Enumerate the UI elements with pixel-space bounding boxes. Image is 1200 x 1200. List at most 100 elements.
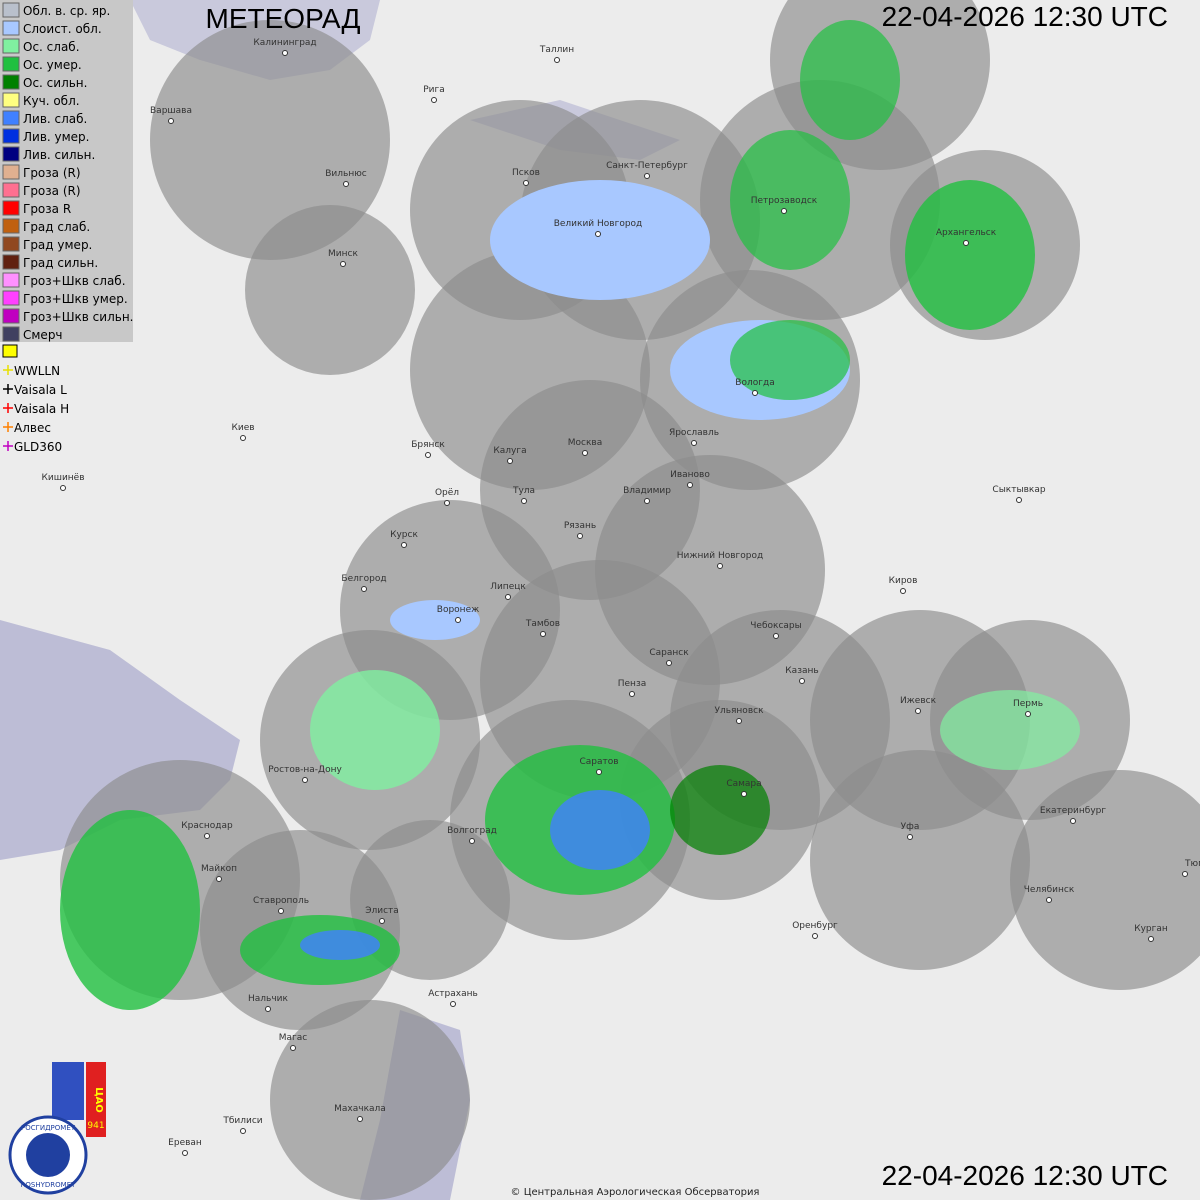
legend-swatch bbox=[2, 2, 20, 18]
legend-icon bbox=[2, 344, 18, 358]
rain-area bbox=[905, 180, 1035, 330]
precipitation bbox=[60, 20, 1080, 1010]
city-marker bbox=[505, 594, 511, 600]
lightning-label: Алвес bbox=[14, 421, 51, 435]
city-marker bbox=[1046, 897, 1052, 903]
lightning-label: GLD360 bbox=[14, 440, 62, 454]
city-label: Элиста bbox=[365, 906, 399, 916]
city-marker bbox=[582, 450, 588, 456]
rain-area bbox=[730, 320, 850, 400]
city-marker bbox=[741, 791, 747, 797]
city-label: Курск bbox=[390, 530, 418, 540]
city-marker bbox=[182, 1150, 188, 1156]
city-marker bbox=[1016, 497, 1022, 503]
legend-label: Град сильн. bbox=[23, 256, 98, 270]
city-marker bbox=[265, 1006, 271, 1012]
legend-swatch bbox=[2, 146, 20, 162]
legend-label: Гроза (R) bbox=[23, 166, 81, 180]
city-marker bbox=[577, 533, 583, 539]
city-marker bbox=[717, 563, 723, 569]
radar-circle bbox=[1010, 770, 1200, 990]
legend-swatch bbox=[2, 92, 20, 108]
timestamp: 22-04-2026 12:30 UTC bbox=[882, 1, 1168, 32]
legend-swatch bbox=[2, 236, 20, 252]
city-label: Казань bbox=[785, 666, 818, 676]
city-label: Рязань bbox=[564, 521, 596, 531]
legend-box bbox=[0, 0, 133, 342]
city-marker bbox=[1025, 711, 1031, 717]
shower-area bbox=[300, 930, 380, 960]
legend-label: Куч. обл. bbox=[23, 94, 80, 108]
city-marker bbox=[812, 933, 818, 939]
city-marker bbox=[900, 588, 906, 594]
city-marker bbox=[282, 50, 288, 56]
stratus-area bbox=[490, 180, 710, 300]
city-marker bbox=[687, 482, 693, 488]
city-label: Тбилиси bbox=[222, 1116, 262, 1126]
city-marker bbox=[204, 833, 210, 839]
city-marker bbox=[216, 876, 222, 882]
rain-area bbox=[940, 690, 1080, 770]
legend-swatch bbox=[2, 200, 20, 216]
city-label: Тула bbox=[512, 486, 535, 496]
city-label: Вологда bbox=[735, 378, 774, 388]
city-label: Ставрополь bbox=[253, 896, 309, 906]
legend-swatch bbox=[2, 182, 20, 198]
city-label: Майкоп bbox=[201, 864, 237, 874]
city-label: Архангельск bbox=[936, 228, 997, 238]
legend-label: Лив. сильн. bbox=[23, 148, 95, 162]
city-label: Ереван bbox=[168, 1138, 202, 1148]
lightning-symbol bbox=[3, 422, 13, 432]
logo-flag bbox=[86, 1062, 106, 1137]
city-marker bbox=[444, 500, 450, 506]
legend-swatch bbox=[2, 74, 20, 90]
legend-swatch bbox=[2, 290, 20, 306]
city-marker bbox=[644, 173, 650, 179]
city-label: Магас bbox=[279, 1033, 308, 1043]
timestamp: 22-04-2026 12:30 UTC bbox=[882, 1160, 1168, 1191]
legend-swatch bbox=[2, 164, 20, 180]
city-marker bbox=[60, 485, 66, 491]
legend-label: Град умер. bbox=[23, 238, 92, 252]
city-marker bbox=[644, 498, 650, 504]
city-label: Нижний Новгород bbox=[677, 551, 763, 561]
lightning-label: Vaisala L bbox=[14, 383, 67, 397]
city-marker bbox=[1148, 936, 1154, 942]
city-label: Петрозаводск bbox=[751, 196, 818, 206]
legend-label: Ос. умер. bbox=[23, 58, 82, 72]
city-marker bbox=[1182, 871, 1188, 877]
shower-area bbox=[550, 790, 650, 870]
city-marker bbox=[752, 390, 758, 396]
city-label: Калуга bbox=[493, 446, 526, 456]
city-label: Сыктывкар bbox=[992, 485, 1045, 495]
city-marker bbox=[915, 708, 921, 714]
legend-label: Град слаб. bbox=[23, 220, 90, 234]
legend-label: Гроза (R) bbox=[23, 184, 81, 198]
city-label: Москва bbox=[568, 438, 602, 448]
city-marker bbox=[507, 458, 513, 464]
lightning-symbol bbox=[3, 365, 13, 375]
rain-area bbox=[670, 765, 770, 855]
legend-swatch bbox=[2, 56, 20, 72]
rain-area bbox=[730, 130, 850, 270]
city-label: Ижевск bbox=[900, 696, 937, 706]
city-marker bbox=[963, 240, 969, 246]
city-marker bbox=[523, 180, 529, 186]
legend-label: Гроз+Шкв сильн. bbox=[23, 310, 133, 324]
city-label: Киев bbox=[231, 423, 254, 433]
city-label: Минск bbox=[328, 249, 358, 259]
city-label: Махачкала bbox=[334, 1104, 386, 1114]
city-marker bbox=[455, 617, 461, 623]
city-marker bbox=[521, 498, 527, 504]
city-marker bbox=[554, 57, 560, 63]
city-label: Калининград bbox=[253, 38, 316, 48]
legend-label: Лив. умер. bbox=[23, 130, 90, 144]
legend-swatch bbox=[2, 38, 20, 54]
legend-label: Лив. слаб. bbox=[23, 112, 87, 126]
city-label: Ярославль bbox=[669, 428, 719, 438]
city-marker bbox=[450, 1001, 456, 1007]
city-marker bbox=[343, 181, 349, 187]
legend-swatch bbox=[2, 326, 20, 342]
city-marker bbox=[596, 769, 602, 775]
